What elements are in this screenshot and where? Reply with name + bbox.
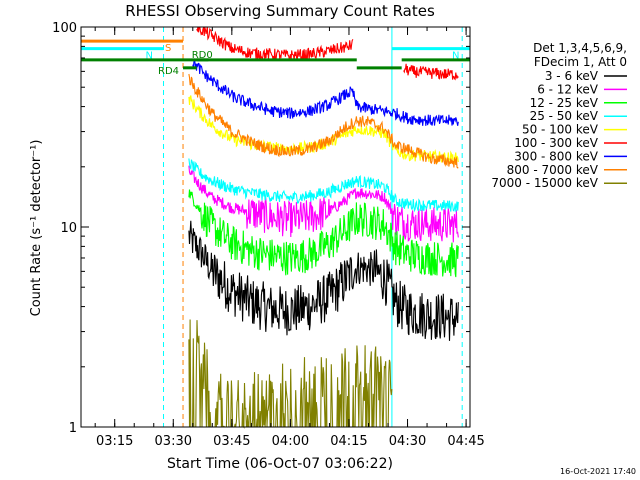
chart-title: RHESSI Observing Summary Count Rates bbox=[125, 2, 435, 20]
legend-label-0: 3 - 6 keV bbox=[545, 69, 599, 83]
series-line-5 bbox=[196, 26, 354, 62]
legend-title-line-1: Det 1,3,4,5,6,9, bbox=[533, 41, 627, 55]
legend-label-5: 100 - 300 keV bbox=[514, 136, 598, 150]
x-tick-label-6: 04:45 bbox=[447, 434, 484, 449]
interval-label-0: S bbox=[165, 43, 171, 54]
legend: Det 1,3,4,5,6,9, FDecim 1, Att 0 3 - 6 k… bbox=[491, 41, 627, 190]
interval-label-6: RD4 bbox=[158, 66, 179, 77]
legend-label-6: 300 - 800 keV bbox=[514, 149, 598, 163]
series-line-9 bbox=[188, 319, 393, 429]
legend-label-8: 7000 - 15000 keV bbox=[491, 176, 598, 190]
x-tick-label-1: 03:30 bbox=[155, 434, 192, 449]
interval-label-1: N bbox=[146, 51, 153, 62]
x-tick-label-5: 04:30 bbox=[389, 434, 426, 449]
y-tick-label-2: 100 bbox=[52, 21, 77, 36]
interval-label-2: N bbox=[452, 51, 459, 62]
x-tick-label-2: 03:45 bbox=[213, 434, 250, 449]
legend-label-1: 6 - 12 keV bbox=[537, 82, 599, 96]
series-line-3 bbox=[188, 158, 459, 213]
series-line-1 bbox=[188, 165, 459, 243]
series-layer bbox=[188, 26, 459, 429]
y-tick-label-1: 10 bbox=[60, 221, 77, 236]
legend-title-line-2: FDecim 1, Att 0 bbox=[534, 55, 627, 69]
series-line-6 bbox=[403, 63, 459, 81]
plot-frame bbox=[80, 26, 471, 428]
legend-label-3: 25 - 50 keV bbox=[530, 109, 599, 123]
y-tick-label-0: 1 bbox=[69, 421, 77, 436]
axes-layer: 03:15 03:30 03:45 04:00 04:15 04:30 04:45 1 10 10… bbox=[52, 21, 485, 449]
series-line-2 bbox=[188, 189, 459, 278]
series-line-7 bbox=[192, 58, 459, 126]
x-tick-label-4: 04:15 bbox=[330, 434, 367, 449]
x-axis-label: Start Time (06-Oct-07 03:06:22) bbox=[167, 456, 393, 472]
legend-label-4: 50 - 100 keV bbox=[522, 123, 599, 137]
x-tick-label-3: 04:00 bbox=[272, 434, 309, 449]
x-tick-label-0: 03:15 bbox=[96, 434, 133, 449]
interval-label-7: RD0 bbox=[192, 50, 213, 61]
footer-timestamp: 16-Oct-2021 17:40 bbox=[560, 467, 636, 476]
y-axis-label: Count Rate (s⁻¹ detector⁻¹) bbox=[29, 140, 44, 317]
legend-label-7: 800 - 7000 keV bbox=[507, 163, 599, 177]
series-line-0 bbox=[188, 220, 459, 341]
interval-layer: S N N RD4 RD0 bbox=[81, 39, 470, 77]
legend-label-2: 12 - 25 keV bbox=[530, 96, 599, 110]
series-line-8 bbox=[188, 73, 459, 169]
